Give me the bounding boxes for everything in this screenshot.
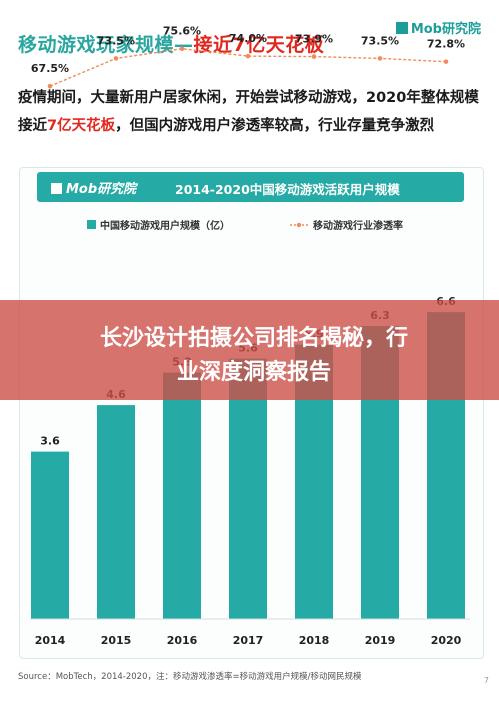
line-point-2017	[245, 53, 251, 59]
body-paragraph: 疫情期间，大量新用户居家休闲，开始尝试移动游戏，2020年整体规模接近7亿天花板…	[18, 84, 482, 140]
chart-logo-icon	[51, 183, 62, 194]
line-label-2018: 73.9%	[295, 33, 333, 46]
x-tick-2018: 2018	[299, 634, 330, 647]
line-label-2015: 73.5%	[97, 34, 135, 47]
legend-line-marker	[296, 222, 302, 228]
headline-line-2: 业深度洞察报告	[176, 360, 331, 385]
bar-2015	[97, 405, 135, 619]
body-text-part1: 疫情期间，大量新用户居家休闲，开始尝试移动游戏，2020年整体规模接近	[18, 90, 479, 134]
x-tick-2017: 2017	[233, 634, 264, 647]
slide-title: 移动游戏玩家规模—接近7亿天花板	[18, 30, 324, 57]
line-label-2014: 67.5%	[31, 62, 69, 75]
headline-banner	[0, 300, 499, 400]
x-tick-2019: 2019	[365, 634, 396, 647]
headline-banner-text: 长沙设计拍摄公司排名揭秘，行 业深度洞察报告	[34, 322, 474, 390]
x-tick-2014: 2014	[35, 634, 66, 647]
headline-line-1: 长沙设计拍摄公司排名揭秘，行	[99, 326, 408, 351]
slide-title-main: 移动游戏玩家规模—	[18, 34, 194, 56]
line-point-2016	[179, 46, 185, 52]
body-text-part2: ，但国内游戏用户渗透率较高，行业存量竞争激烈	[115, 118, 435, 134]
slide-title-accent: 接近7亿天花板	[193, 34, 325, 56]
brand-logo-icon	[395, 22, 408, 34]
bar-2017	[229, 358, 267, 619]
chart-title: 2014-2020中国移动游戏活跃用户规模	[175, 182, 400, 197]
x-tick-2016: 2016	[167, 634, 198, 647]
brand-logo: Mob研究院	[395, 18, 481, 37]
brand-logo-text: Mob研究院	[410, 22, 481, 37]
chart-header-logo: Mob研究院	[51, 178, 136, 197]
chart-header-logo-text: Mob研究院	[66, 182, 137, 197]
legend-line-label: 移动游戏行业渗透率	[313, 219, 403, 232]
legend-bar-label: 中国移动游戏用户规模（亿）	[100, 219, 230, 232]
line-point-2020	[443, 59, 449, 64]
bar-2014	[31, 451, 69, 619]
bar-label-2014: 3.6	[40, 435, 60, 448]
line-label-2019: 73.5%	[361, 34, 399, 47]
line-label-2020: 72.8%	[427, 38, 465, 51]
line-point-2014	[47, 83, 53, 89]
line-point-2015	[113, 56, 119, 61]
body-text-highlight: 7亿天花板	[47, 118, 116, 134]
line-label-2016: 75.6%	[163, 25, 201, 38]
line-label-2017: 74.0%	[229, 32, 267, 45]
x-tick-2020: 2020	[431, 634, 462, 647]
legend-bar-swatch	[87, 220, 96, 229]
source-note: Source：MobTech，2014-2020，注：移动游戏渗透率=移动游戏用…	[18, 672, 362, 682]
line-point-2019	[377, 56, 383, 61]
x-tick-2015: 2015	[101, 634, 132, 647]
bar-2016	[163, 372, 201, 619]
page-number: 7	[483, 676, 489, 685]
line-point-2018	[311, 54, 317, 59]
chart-header-bar: Mob研究院 2014-2020中国移动游戏活跃用户规模	[37, 172, 464, 202]
